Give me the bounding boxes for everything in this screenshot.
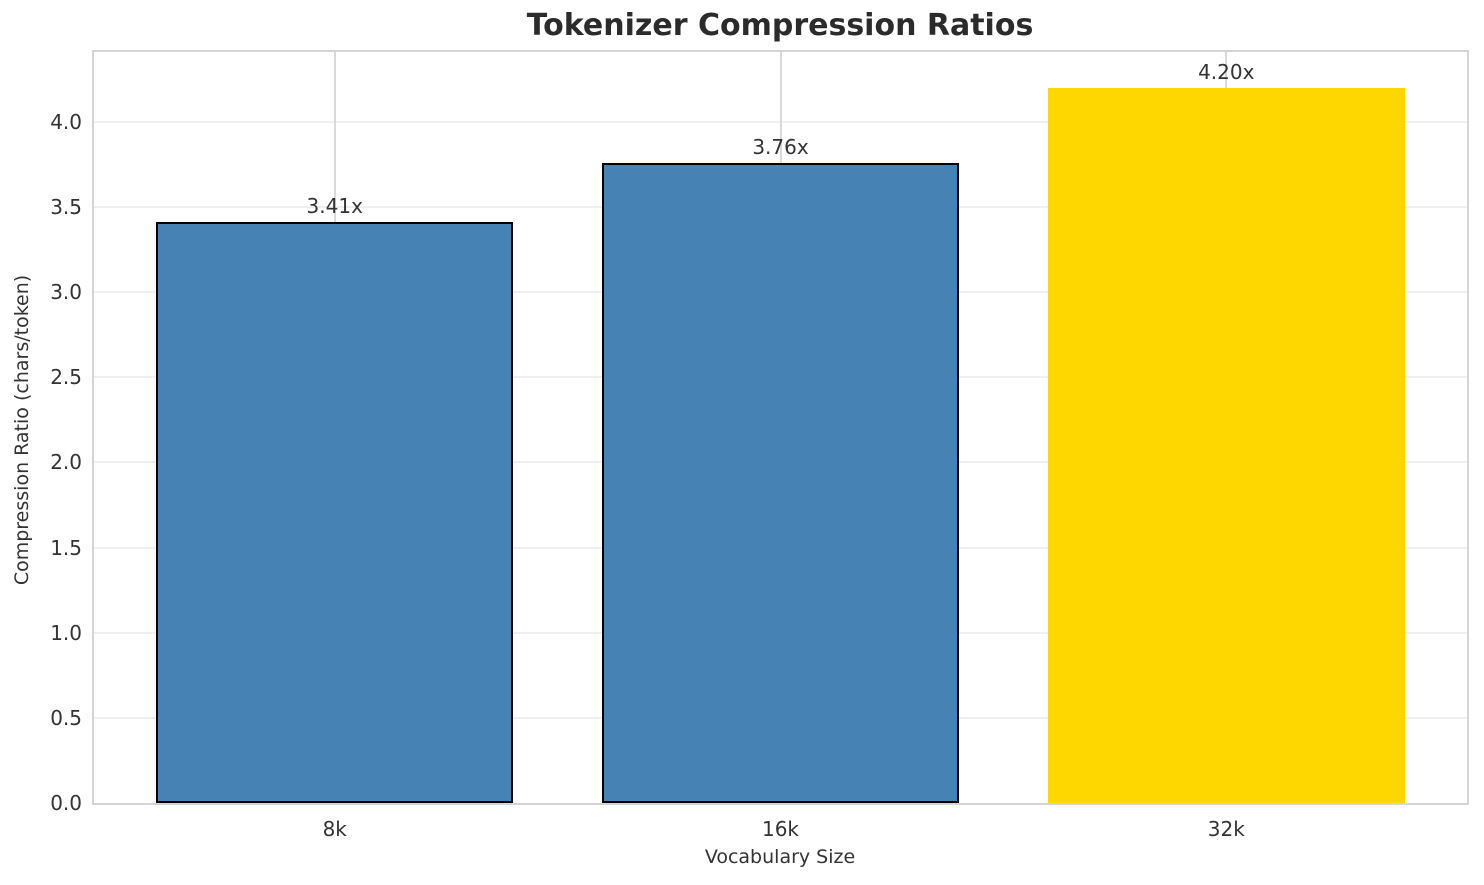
y-tick-label: 0.5: [50, 705, 82, 730]
y-tick-label: 0.0: [50, 791, 82, 815]
bar-value-label: 3.76x: [752, 134, 809, 159]
y-tick-label: 1.0: [50, 620, 82, 645]
x-axis-label: Vocabulary Size: [704, 846, 856, 868]
y-tick-label: 3.0: [50, 280, 82, 305]
y-axis-label: Compression Ratio (chars/token): [11, 274, 33, 586]
y-tick-label: 2.5: [50, 365, 82, 390]
y-tick-label: 3.5: [50, 194, 82, 219]
x-tick-label-32k: 32k: [1207, 817, 1245, 841]
y-tick-label: 1.5: [50, 535, 82, 560]
bar-32k: [1047, 87, 1405, 803]
plot-area: 3.41x 3.76x 4.20x: [92, 50, 1469, 805]
x-tick-label-8k: 8k: [322, 817, 347, 841]
bar-value-label: 3.41x: [306, 194, 363, 219]
y-tick-label: 2.0: [50, 450, 82, 475]
x-tick-label-16k: 16k: [761, 817, 800, 841]
bar-8k: [156, 222, 514, 803]
bar-value-label: 4.20x: [1198, 59, 1255, 84]
chart-title: Tokenizer Compression Ratios: [526, 8, 1034, 43]
bar-16k: [602, 162, 959, 803]
y-tick-label: 4.0: [50, 109, 82, 134]
